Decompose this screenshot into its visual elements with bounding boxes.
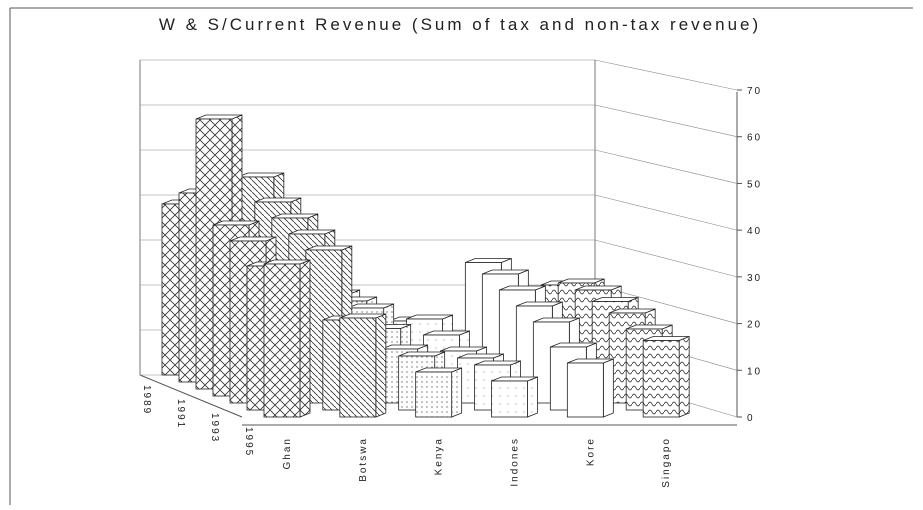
depth-label: 1995 [243, 427, 254, 457]
chart-title: W & S/Current Revenue (Sum of tax and no… [159, 15, 761, 34]
y-tick-label: 60 [747, 133, 762, 144]
bar [642, 335, 690, 418]
bar-side [375, 313, 387, 418]
bar [491, 376, 538, 418]
bar [263, 259, 311, 418]
y-tick-label: 20 [747, 320, 762, 331]
y-tick-label: 30 [747, 273, 762, 284]
bar-face [491, 380, 528, 418]
grid-line [594, 59, 738, 91]
bar [339, 313, 387, 418]
bar-face [339, 317, 377, 418]
depth-label: 1989 [141, 385, 152, 415]
x-tick-label: Ghan [282, 437, 293, 469]
grid-line [594, 194, 738, 231]
bar-face [566, 362, 604, 418]
y-tick-label: 10 [747, 366, 762, 377]
bar-side [602, 358, 614, 418]
y-tick-label: 40 [747, 226, 762, 237]
x-tick-label: Botswa [358, 437, 369, 482]
bar-side [299, 259, 311, 418]
floor-edge [139, 374, 243, 418]
x-tick-label: Kenya [434, 437, 445, 475]
grid-line [594, 104, 738, 138]
y-tick-label: 70 [747, 86, 762, 97]
y-tick-label: 50 [747, 179, 762, 190]
bar-face [415, 371, 453, 418]
bar-face [263, 263, 301, 418]
bar-side [678, 335, 690, 418]
grid-line [594, 239, 738, 278]
x-tick-label: Singapo [661, 437, 672, 488]
grid-line [594, 149, 738, 184]
bar [566, 358, 614, 418]
y-tick-label: 0 [747, 413, 755, 424]
depth-label: 1993 [209, 413, 220, 443]
bar [415, 367, 463, 418]
x-tick-label: Kore [585, 437, 596, 466]
depth-label: 1991 [175, 399, 186, 429]
bar-side [451, 367, 463, 418]
bar-face [642, 340, 680, 418]
x-tick-label: Indones [510, 437, 521, 487]
bar-side [527, 376, 538, 418]
